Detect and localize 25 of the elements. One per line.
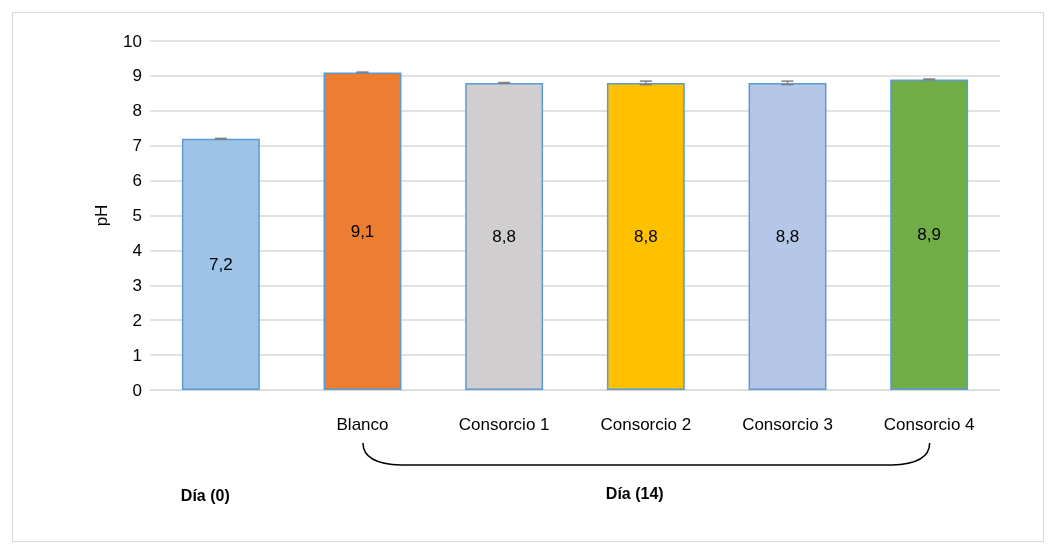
y-axis-title: pH xyxy=(92,204,111,227)
y-tick-label: 5 xyxy=(132,206,142,225)
text: Día (14) xyxy=(605,484,664,502)
y-tick-label: 1 xyxy=(132,345,142,365)
x-tick-label: Consorcio 3 xyxy=(742,415,833,434)
data-label: 7,2 xyxy=(209,254,233,274)
data-label: 8,9 xyxy=(917,225,941,245)
y-tick-label: 4 xyxy=(132,240,142,260)
y-tick-label: 10 xyxy=(123,31,142,51)
data-label: 8,8 xyxy=(492,226,516,246)
x-tick-label: Blanco xyxy=(336,415,389,434)
y-tick-label: 0 xyxy=(132,380,142,400)
y-tick-label: 3 xyxy=(132,275,142,295)
x-tick-label: Consorcio 1 xyxy=(458,415,550,434)
y-tick-label: 8 xyxy=(132,101,142,121)
x-tick-label: Consorcio 4 xyxy=(883,415,975,434)
y-tick-label: 2 xyxy=(132,310,142,330)
data-label: 9,1 xyxy=(350,221,375,241)
text: Día (0) xyxy=(180,486,230,504)
y-tick-label: 6 xyxy=(132,171,142,191)
x-tick-label: Consorcio 2 xyxy=(600,415,692,434)
y-tick-label: 9 xyxy=(132,66,142,86)
data-label: 8,8 xyxy=(775,226,800,246)
data-label: 8,8 xyxy=(634,226,658,246)
y-tick-label: 7 xyxy=(132,136,142,156)
